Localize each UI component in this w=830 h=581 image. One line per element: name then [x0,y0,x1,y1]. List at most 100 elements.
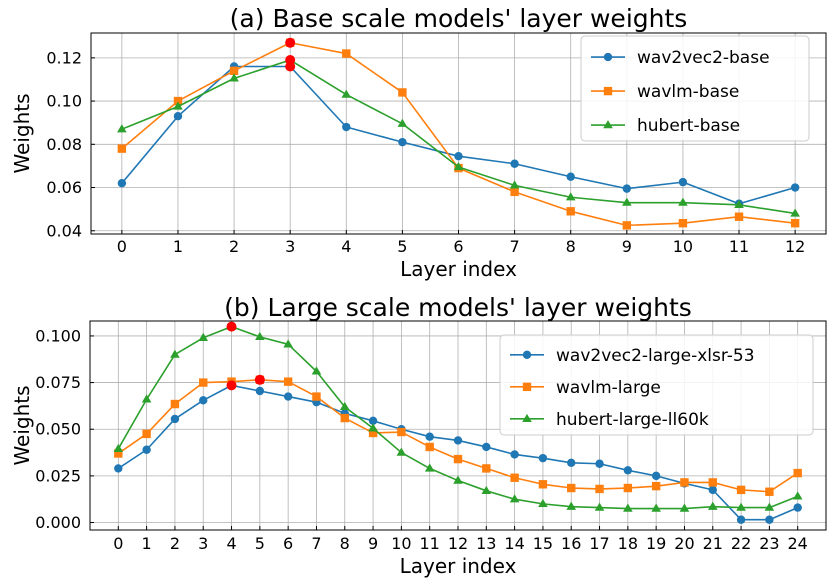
data-point [567,458,576,468]
data-point [453,475,463,484]
data-point [765,515,774,524]
data-point [566,501,577,510]
data-point [623,483,633,493]
data-point [368,416,378,426]
data-point [510,450,519,459]
x-axis-label: Layer index [400,257,517,281]
data-point [510,159,519,168]
x-tick-label: 4 [341,237,351,256]
legend-marker [522,382,532,392]
y-tick-label: 0.12 [46,48,82,67]
data-point [342,122,351,132]
data-point [595,484,604,494]
data-point [398,137,407,147]
data-point [734,199,744,208]
data-point [425,432,434,441]
data-point [708,485,717,495]
panel-large-scale: 0 1 2 3 4 5 6 7 8 9 10 11 12 13 14 15 16 17 18 19 20 21 22 23 24… [10,293,827,578]
data-point [509,494,520,503]
data-point [283,377,293,386]
data-point [340,413,349,423]
data-point [141,394,152,403]
x-tick-label: 8 [340,534,350,553]
data-point [678,197,688,206]
data-point [538,498,548,508]
data-point [790,208,800,217]
data-point [170,414,180,424]
data-point [708,478,717,487]
legend-label: hubert-base [637,116,740,136]
data-point [311,366,322,375]
data-point [538,453,548,463]
data-point [312,392,321,401]
data-point [510,187,519,197]
x-tick-label: 13 [476,534,496,553]
y-tick-label: 0.075 [35,373,81,392]
x-tick-label: 12 [785,237,805,256]
legend-box [499,334,814,436]
data-point [198,332,209,341]
data-point [283,339,293,348]
x-tick-label: 10 [391,534,411,553]
y-tick-label: 0.050 [35,420,81,439]
data-point [255,331,265,341]
data-point [622,197,632,206]
x-tick-label: 15 [533,534,553,553]
x-tick-label: 14 [504,534,524,553]
data-point [425,442,434,452]
x-tick-label: 6 [453,237,463,256]
legend-label: wav2vec2-large-xlsr-53 [556,346,755,366]
data-point [594,502,605,511]
data-point [117,144,127,153]
data-point [482,442,491,452]
y-axis-label: Weights [10,93,34,173]
legend-box [580,35,810,142]
data-point [765,487,774,496]
y-axis-label: Weights [10,385,34,465]
x-tick-label: 16 [561,534,581,553]
legend-marker [522,350,532,360]
x-tick-label: 7 [510,237,520,256]
x-tick-label: 2 [170,534,180,553]
x-tick-label: 18 [618,534,638,553]
data-point [142,445,151,454]
data-point [567,483,576,493]
data-point [595,459,604,468]
data-point [680,478,689,487]
x-axis-label: Layer index [400,554,517,578]
y-tick-label: 0.06 [46,178,82,197]
x-tick-label: 22 [731,534,751,553]
legend: wav2vec2-large-xlsr-53 wavlm-large hubert-… [499,334,814,436]
data-point [199,396,208,405]
x-tick-label: 1 [142,534,152,553]
data-point [566,207,575,216]
data-point [173,112,183,121]
x-tick-label: 5 [255,534,265,553]
x-tick-label: 9 [368,534,378,553]
legend: wav2vec2-base wavlm-base hubert-base [580,35,810,142]
data-point [736,485,746,495]
legend-label: wavlm-base [637,82,739,102]
highlight-point [285,61,296,72]
data-point [397,118,408,127]
data-point [623,503,633,512]
y-tick-label: 0.100 [35,326,81,345]
data-point [790,218,800,228]
highlight-point [285,37,296,48]
data-point [510,473,519,482]
data-point [283,392,293,401]
data-point [342,49,351,58]
x-tick-label: 21 [703,534,723,553]
x-tick-label: 20 [674,534,694,553]
y-tick-label: 0.04 [46,221,82,240]
x-tick-label: 17 [589,534,609,553]
x-tick-label: 8 [566,237,576,256]
chart-title: (b) Large scale models' layer weights [224,293,692,322]
highlight-point [226,380,237,391]
data-point [173,101,183,110]
data-point [790,183,800,192]
y-tick-label: 0.10 [46,92,82,111]
data-point [173,96,183,106]
data-point [368,423,378,432]
